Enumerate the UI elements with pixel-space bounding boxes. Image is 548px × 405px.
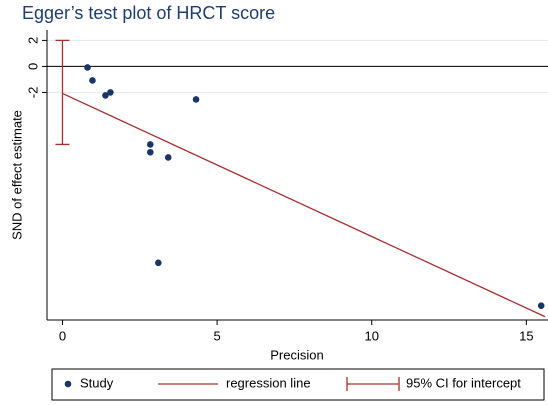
data-point [192, 96, 200, 103]
data-point [89, 77, 96, 84]
data-point [102, 92, 109, 99]
x-axis-label: Precision [270, 347, 323, 362]
legend-label: regression line [226, 375, 311, 390]
chart-title: Egger’s test plot of HRCT score [22, 3, 275, 23]
x-tick-label: 10 [364, 328, 378, 343]
data-point [146, 141, 154, 148]
ci-bar [55, 39, 70, 146]
y-tick-label: 2 [25, 37, 40, 44]
legend-marker [346, 377, 400, 391]
y-tick-label: -2 [25, 87, 40, 99]
legend-box [51, 368, 545, 401]
data-point [164, 154, 172, 161]
legend-label: Study [80, 375, 114, 390]
legend-marker [64, 380, 72, 388]
x-tick-label: 15 [519, 328, 533, 343]
y-axis-label: SND of effect estimate [9, 110, 24, 240]
data-point [84, 64, 91, 71]
data-point [537, 302, 545, 309]
data-point [155, 259, 162, 267]
legend-label: 95% CI for intercept [406, 375, 521, 390]
data-point [146, 148, 154, 156]
data-point [107, 89, 114, 96]
y-tick-label: 0 [25, 63, 40, 70]
regression-line [62, 92, 546, 318]
x-tick-label: 0 [59, 328, 66, 343]
x-tick-label: 5 [213, 328, 220, 343]
